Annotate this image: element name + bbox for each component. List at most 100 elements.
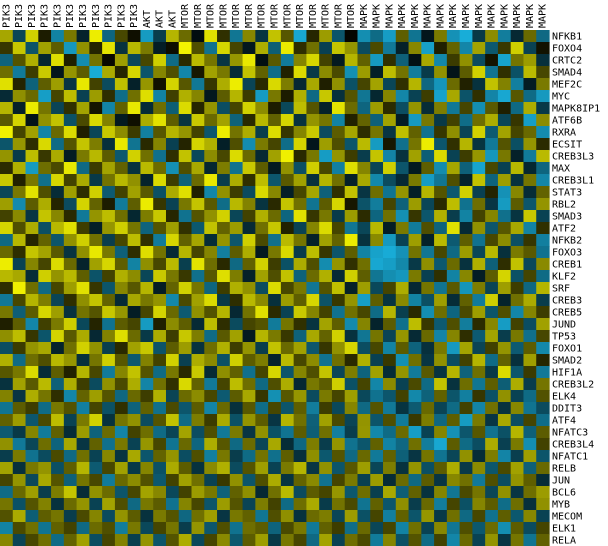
heatmap-cell <box>306 426 320 439</box>
heatmap-cell <box>0 342 14 355</box>
heatmap-cell <box>114 414 129 427</box>
heatmap-cell <box>408 450 422 463</box>
heatmap-cell <box>459 522 473 535</box>
heatmap-cell <box>395 402 410 415</box>
heatmap-cell <box>497 66 512 79</box>
heatmap-cell <box>459 330 473 343</box>
heatmap-cell <box>12 66 27 79</box>
heatmap-cell <box>459 462 473 475</box>
heatmap-cell <box>102 270 116 283</box>
heatmap-cell <box>12 90 27 103</box>
heatmap-cell <box>319 498 333 511</box>
heatmap-cell <box>0 78 14 91</box>
row-label: FOXO4 <box>552 44 582 55</box>
heatmap-cell <box>344 174 359 187</box>
heatmap-cell <box>459 318 473 331</box>
heatmap-cell <box>510 54 525 67</box>
heatmap-cell <box>523 90 537 103</box>
heatmap-cell <box>510 450 525 463</box>
heatmap-cell <box>140 114 154 127</box>
heatmap-cell <box>357 474 371 487</box>
heatmap-cell <box>114 438 129 451</box>
heatmap-cell <box>12 270 27 283</box>
heatmap-cell <box>51 258 65 271</box>
heatmap-cell <box>434 246 448 259</box>
heatmap-cell <box>497 150 512 163</box>
heatmap-cell <box>459 186 473 199</box>
heatmap-cell <box>89 270 103 283</box>
heatmap-cell <box>395 438 410 451</box>
heatmap-cell <box>472 318 486 331</box>
heatmap-cell <box>319 510 333 523</box>
heatmap-cell <box>293 450 308 463</box>
heatmap-cell <box>140 462 154 475</box>
heatmap-cell <box>114 90 129 103</box>
row-label: CREB3L4 <box>552 440 594 451</box>
heatmap-cell <box>217 414 231 427</box>
heatmap-cell <box>38 318 52 331</box>
heatmap-cell <box>229 498 244 511</box>
heatmap-cell <box>165 282 180 295</box>
heatmap-cell <box>165 426 180 439</box>
heatmap-cell <box>127 42 142 55</box>
heatmap-cell <box>127 102 142 115</box>
heatmap-cell <box>153 126 167 139</box>
heatmap-cell <box>331 198 346 211</box>
heatmap-cell <box>204 306 218 319</box>
heatmap-cell <box>204 414 218 427</box>
heatmap-cell <box>485 90 499 103</box>
heatmap-cell <box>12 402 27 415</box>
heatmap-cell <box>280 210 295 223</box>
heatmap-cell <box>217 90 231 103</box>
heatmap-cell <box>204 258 218 271</box>
heatmap-cell <box>38 342 52 355</box>
heatmap-cell <box>510 402 525 415</box>
heatmap-cell <box>242 510 256 523</box>
heatmap-cell <box>536 282 550 295</box>
heatmap-cell <box>204 450 218 463</box>
heatmap-cell <box>421 66 435 79</box>
row-label: MYB <box>552 500 570 511</box>
heatmap-cell <box>383 78 397 91</box>
heatmap-cell <box>523 462 537 475</box>
heatmap-cell <box>293 330 308 343</box>
heatmap-cell <box>102 198 116 211</box>
heatmap-cell <box>395 270 410 283</box>
heatmap-cell <box>319 366 333 379</box>
heatmap-cell <box>89 402 103 415</box>
heatmap-cell <box>217 306 231 319</box>
heatmap-cell <box>434 342 448 355</box>
heatmap-cell <box>191 510 205 523</box>
heatmap-cell <box>523 222 537 235</box>
heatmap-cell <box>51 126 65 139</box>
heatmap-cell <box>421 486 435 499</box>
heatmap-cell <box>102 414 116 427</box>
heatmap-cell <box>191 162 205 175</box>
heatmap-cell <box>306 354 320 367</box>
heatmap-cell <box>0 66 14 79</box>
heatmap-cell <box>306 114 320 127</box>
heatmap-cell <box>485 426 499 439</box>
heatmap-cell <box>510 486 525 499</box>
heatmap-cell <box>510 522 525 535</box>
heatmap-cell <box>434 66 448 79</box>
heatmap-cell <box>446 366 461 379</box>
heatmap-cell <box>51 486 65 499</box>
heatmap-cell <box>523 402 537 415</box>
heatmap-cell <box>268 102 282 115</box>
heatmap-cell <box>472 78 486 91</box>
heatmap-cell <box>357 450 371 463</box>
heatmap-cell <box>0 150 14 163</box>
heatmap-cell <box>140 162 154 175</box>
heatmap-cell <box>76 462 90 475</box>
heatmap-cell <box>204 330 218 343</box>
heatmap-cell <box>38 210 52 223</box>
heatmap-cell <box>268 486 282 499</box>
heatmap-cell <box>497 534 512 546</box>
heatmap-cell <box>191 366 205 379</box>
heatmap-cell <box>165 246 180 259</box>
heatmap-cell <box>229 450 244 463</box>
heatmap-cell <box>268 222 282 235</box>
heatmap-cell <box>140 486 154 499</box>
